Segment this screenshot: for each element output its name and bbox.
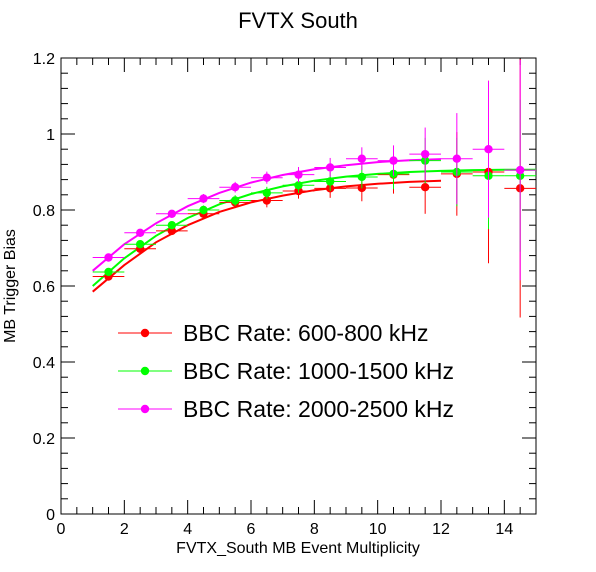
x-tick-label: 0 bbox=[57, 521, 66, 538]
legend-marker bbox=[140, 328, 150, 338]
data-point bbox=[515, 165, 525, 175]
y-tick-label: 0 bbox=[46, 507, 55, 524]
y-tick-label: 0.2 bbox=[33, 431, 55, 448]
data-point bbox=[104, 253, 113, 262]
data-point bbox=[230, 183, 240, 192]
data-point bbox=[452, 154, 462, 163]
data-point bbox=[135, 240, 145, 249]
legend-label: BBC Rate: 600-800 kHz bbox=[183, 320, 428, 346]
y-tick-label: 1 bbox=[46, 127, 55, 144]
y-tick-label: 0.4 bbox=[33, 355, 55, 372]
y-axis-label: MB Trigger Bias bbox=[2, 229, 19, 343]
legend-marker bbox=[140, 404, 150, 414]
x-tick-label: 8 bbox=[310, 521, 319, 538]
data-point bbox=[294, 170, 303, 179]
data-point bbox=[357, 154, 367, 163]
legend-marker bbox=[140, 366, 150, 376]
x-tick-label: 2 bbox=[120, 521, 129, 538]
x-tick-label: 12 bbox=[432, 521, 450, 538]
data-point bbox=[262, 173, 272, 182]
data-point bbox=[262, 188, 272, 198]
chart-title: FVTX South bbox=[238, 8, 358, 33]
x-tick-label: 4 bbox=[183, 521, 192, 538]
data-point bbox=[389, 156, 398, 165]
data-point bbox=[484, 145, 493, 154]
axis-ticks: 0 2 4 6 8 10 12 14 0 0.2 0.4 0.6 0.8 1 1.2 bbox=[33, 51, 537, 538]
y-tick-label: 1.2 bbox=[33, 51, 55, 68]
fit-curve bbox=[92, 168, 536, 287]
data-point bbox=[357, 172, 367, 182]
data-point bbox=[262, 196, 272, 205]
data-point bbox=[325, 163, 335, 172]
data-point bbox=[420, 183, 430, 192]
x-tick-label: 14 bbox=[495, 521, 513, 538]
data-point bbox=[199, 205, 208, 215]
x-tick-label: 10 bbox=[369, 521, 387, 538]
y-tick-label: 0.8 bbox=[33, 203, 55, 220]
y-tick-label: 0.6 bbox=[33, 279, 55, 296]
data-point bbox=[230, 196, 240, 205]
data-point bbox=[135, 228, 145, 237]
plot-frame bbox=[60, 57, 537, 515]
data-point bbox=[420, 149, 430, 159]
data-points bbox=[92, 59, 536, 318]
data-point bbox=[199, 194, 208, 203]
legend-label: BBC Rate: 2000-2500 kHz bbox=[183, 396, 454, 422]
legend: BBC Rate: 600-800 kHz BBC Rate: 1000-1500… bbox=[118, 320, 454, 422]
x-tick-label: 6 bbox=[247, 521, 256, 538]
data-point bbox=[167, 209, 177, 218]
data-point bbox=[294, 181, 303, 190]
data-point bbox=[104, 267, 113, 277]
legend-label: BBC Rate: 1000-1500 kHz bbox=[183, 358, 454, 384]
data-point bbox=[325, 177, 335, 186]
x-axis-label: FVTX_South MB Event Multiplicity bbox=[176, 540, 420, 557]
data-point bbox=[167, 221, 177, 230]
